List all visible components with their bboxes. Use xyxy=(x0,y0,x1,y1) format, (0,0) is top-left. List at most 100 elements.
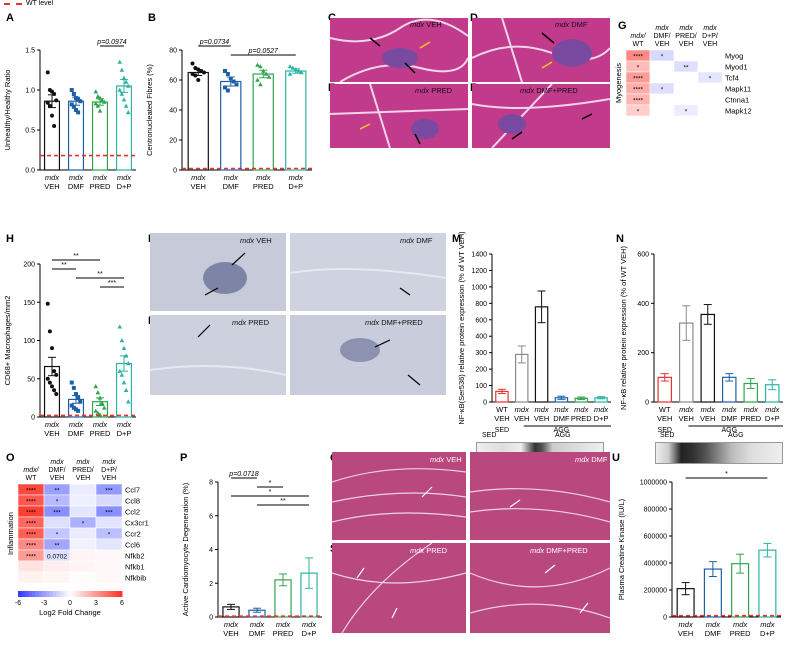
significance-label: p=0.0718 xyxy=(228,471,258,478)
x-tick-label: VEH xyxy=(223,629,238,638)
micrograph-c-title: mdx VEH xyxy=(410,20,442,29)
heatmap-cell-label: **** xyxy=(26,542,37,549)
micrograph-l-title: mdx DMF+PRED xyxy=(365,318,423,327)
data-point xyxy=(293,67,299,72)
heatmap-cell xyxy=(649,93,675,106)
data-point xyxy=(95,103,101,108)
group-label-sed: SED xyxy=(495,427,509,434)
y-tick-label: 100 xyxy=(475,383,487,390)
significance-label: p=0.0527 xyxy=(248,48,279,55)
heatmap-row-label: Ccl6 xyxy=(125,540,140,549)
y-axis-label: Plasma Creatine Kinase (IU/L) xyxy=(617,498,626,600)
heatmap-cell xyxy=(69,527,97,540)
micrograph-r-title: mdx DMF xyxy=(575,455,608,464)
data-point xyxy=(287,71,293,76)
heatmap-cell xyxy=(69,483,97,496)
micrograph-e-title-italic: mdx xyxy=(415,86,430,95)
x-tick-label: VEH xyxy=(534,414,549,423)
heatmap-column-header: VEH xyxy=(50,475,64,482)
heatmap-column-header: mdx xyxy=(102,459,116,466)
group-label-agg: AGG xyxy=(554,427,570,434)
colorbar-segment xyxy=(80,591,85,597)
data-point xyxy=(101,405,107,410)
y-axis-label: NF-κB(Ser536) relative protein expressio… xyxy=(457,232,466,425)
heatmap-cell xyxy=(95,516,123,529)
micrograph-s-title-italic: mdx xyxy=(410,546,425,555)
data-point xyxy=(117,368,123,373)
data-point xyxy=(97,395,103,400)
heatmap-cell xyxy=(673,71,699,84)
y-tick-label: 600 xyxy=(637,252,649,259)
y-tick-label: 0 xyxy=(173,168,177,175)
x-tick-label: mdx xyxy=(117,173,131,182)
y-tick-label: 200 xyxy=(637,350,649,357)
data-point xyxy=(121,380,127,385)
significance-label: ** xyxy=(280,498,286,505)
data-point xyxy=(119,372,125,377)
micrograph-f-title: mdx DMF+PRED xyxy=(520,86,578,95)
x-tick-label: mdx xyxy=(574,405,588,414)
y-tick-label: 20 xyxy=(169,138,177,145)
heatmap-column-header: mdx xyxy=(76,459,90,466)
data-point xyxy=(117,59,123,64)
y-tick-label: 6 xyxy=(209,513,213,520)
heatmap-cell-label: 0.0702 xyxy=(47,553,67,560)
data-point xyxy=(76,110,81,115)
x-tick-label: D+P xyxy=(594,414,609,423)
micrograph-r-title-rest: DMF xyxy=(589,455,608,464)
data-point xyxy=(299,70,304,75)
colorbar-segment xyxy=(111,591,116,597)
heatmap-cell-label: *** xyxy=(105,487,113,494)
y-tick-label: 4 xyxy=(209,547,213,554)
y-axis-label: Active Cardiomyocyte Degeneration (%) xyxy=(181,482,190,616)
heatmap-cell-label: *** xyxy=(53,509,61,516)
data-point xyxy=(74,96,78,100)
heatmap-cell xyxy=(17,571,45,584)
data-point xyxy=(119,338,125,343)
y-tick-label: 80 xyxy=(169,48,177,55)
panel-label-o: O xyxy=(6,452,15,464)
micrograph-k-title-italic: mdx xyxy=(232,318,247,327)
micrograph-c-title-italic: mdx xyxy=(410,20,425,29)
heatmap-cell xyxy=(69,505,97,518)
heatmap-row-label: Cx3cr1 xyxy=(125,518,149,527)
x-tick-label: D+P xyxy=(117,429,132,438)
heatmap-row-label: Ctnna1 xyxy=(725,95,749,104)
micrograph-r-title-italic: mdx xyxy=(575,455,590,464)
heatmap-column-header: WT xyxy=(26,475,38,482)
x-tick-label: VEH xyxy=(679,414,694,423)
data-point xyxy=(263,71,269,76)
y-tick-label: 0 xyxy=(209,615,213,622)
data-point xyxy=(47,380,52,385)
heatmap-cell xyxy=(95,560,123,573)
x-tick-label: WT xyxy=(496,405,508,414)
colorbar-segment xyxy=(42,591,47,597)
heatmap-cell xyxy=(697,49,723,62)
x-tick-label: mdx xyxy=(515,405,529,414)
panel-label-g: G xyxy=(618,20,627,32)
x-tick-label: mdx xyxy=(289,173,303,182)
data-point xyxy=(123,79,129,84)
x-tick-label: D+P xyxy=(760,629,775,638)
heatmap-column-header: VEH xyxy=(76,475,90,482)
data-point xyxy=(69,88,74,92)
micrograph-f xyxy=(472,84,610,148)
heatmap-cell-label: * xyxy=(637,108,640,115)
heatmap-cell xyxy=(43,571,71,584)
heatmap-cell-label: *** xyxy=(105,509,113,516)
y-tick-label: 0 xyxy=(663,615,667,622)
data-point xyxy=(99,98,105,103)
significance-label: ** xyxy=(61,262,67,269)
y-tick-label: 300 xyxy=(475,350,487,357)
heatmap-cell xyxy=(697,104,723,117)
x-tick-label: DMF xyxy=(249,629,266,638)
y-tick-label: 8 xyxy=(209,480,213,487)
data-point xyxy=(50,346,54,351)
x-tick-label: mdx xyxy=(733,620,747,629)
y-tick-label: 200 xyxy=(23,262,35,269)
heatmap-cell xyxy=(95,571,123,584)
heatmap-cell-label: * xyxy=(637,64,640,71)
data-point xyxy=(45,376,50,381)
